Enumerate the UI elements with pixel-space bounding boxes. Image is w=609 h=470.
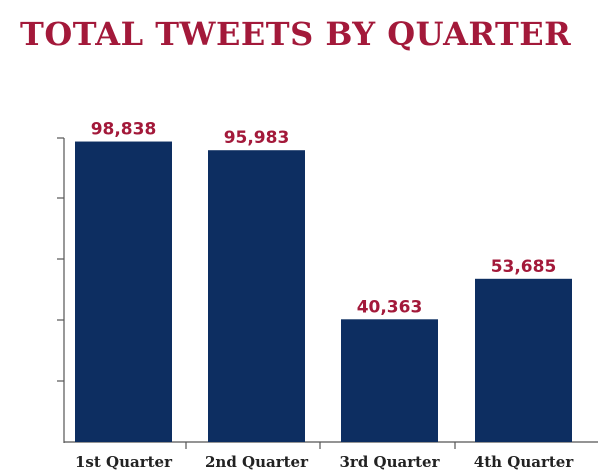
x-tick-label: 2nd Quarter [205,453,309,470]
data-label: 40,363 [357,297,423,317]
x-tick-label: 1st Quarter [75,453,173,470]
x-tick-label: 4th Quarter [474,453,575,470]
data-label: 95,983 [224,128,290,148]
bar [75,141,172,443]
chart-title: TOTAL TWEETS BY QUARTER [20,15,572,53]
data-label: 98,838 [91,120,157,140]
x-tick-label: 3rd Quarter [339,453,440,470]
bar [475,278,572,442]
bar [208,150,305,443]
bar [341,319,438,442]
data-label: 53,685 [491,257,557,277]
